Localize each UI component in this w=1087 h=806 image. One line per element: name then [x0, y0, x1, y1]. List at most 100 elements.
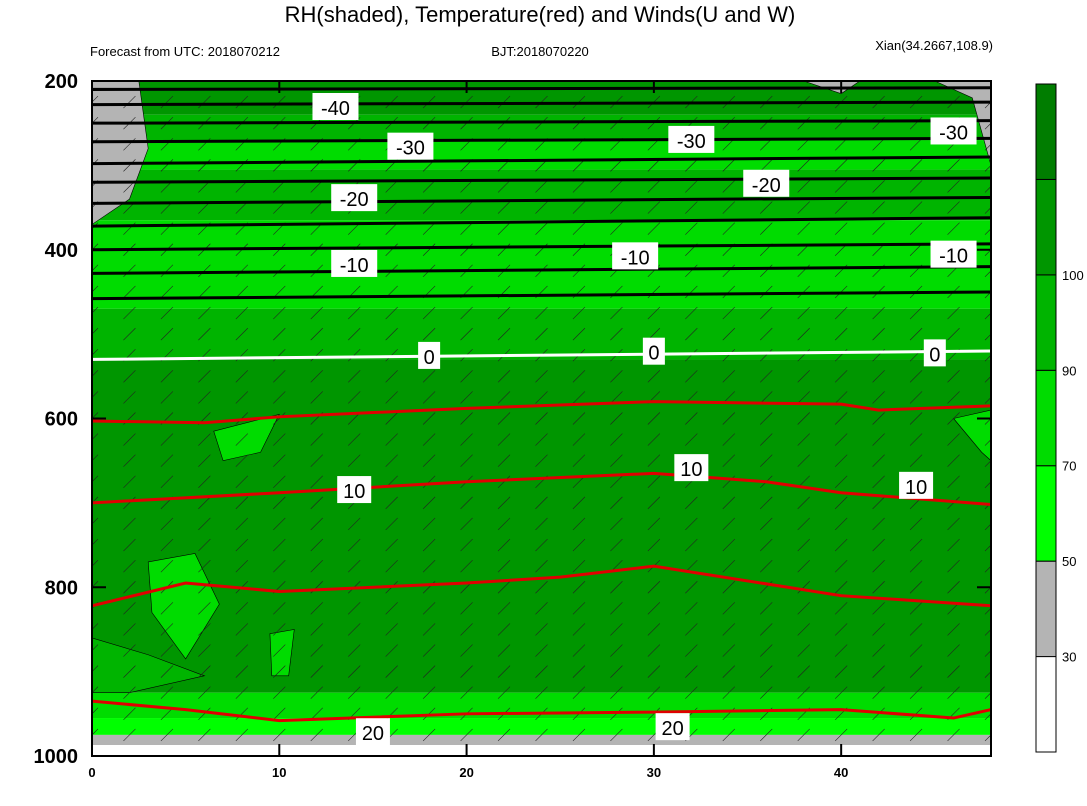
wind-barb [385, 391, 398, 404]
wind-barb [535, 391, 548, 404]
wind-barb [123, 559, 136, 573]
wind-barb [685, 623, 698, 636]
wind-barb [984, 396, 991, 404]
wind-barb [909, 517, 923, 531]
wind-barb [572, 538, 586, 552]
wind-barb [422, 95, 436, 109]
wind-barb [647, 623, 661, 636]
wind-barb [497, 602, 511, 615]
wind-barb [385, 180, 398, 193]
wind-barb [797, 728, 810, 742]
wind-barb [685, 433, 698, 446]
wind-barb [497, 180, 511, 193]
wind-barb [760, 454, 773, 467]
wind-barb [92, 243, 99, 251]
chart-title: RH(shaded), Temperature(red) and Winds(U… [285, 2, 796, 27]
wind-barb [422, 306, 436, 320]
wind-barb [834, 602, 848, 615]
wind-barb [647, 412, 661, 425]
wind-barb [984, 650, 991, 657]
temperature-contour [92, 119, 991, 125]
wind-barb [834, 517, 848, 531]
wind-barb [872, 496, 885, 510]
wind-barb [909, 180, 923, 193]
wind-barb [610, 306, 623, 320]
wind-barb [984, 312, 991, 320]
wind-barb [497, 391, 511, 404]
wind-barb [797, 327, 810, 341]
wind-barb [984, 565, 991, 573]
wind-barb [273, 306, 286, 320]
rh-band [92, 114, 991, 141]
wind-barb [722, 581, 736, 594]
wind-barb [198, 707, 211, 721]
wind-barb [123, 475, 136, 488]
wind-barb [647, 370, 661, 383]
wind-barb [834, 327, 848, 341]
wind-barb [722, 728, 736, 742]
wind-barb [123, 327, 136, 341]
contour-label: 20 [362, 723, 384, 745]
wind-barb [92, 95, 99, 103]
wind-barb [909, 623, 923, 636]
wind-barb [909, 306, 923, 320]
wind-barb [797, 159, 810, 172]
wind-barb [572, 412, 586, 425]
wind-barb [273, 454, 286, 467]
wind-barb [123, 602, 136, 615]
wind-barb [198, 517, 211, 531]
wind-barb [422, 538, 436, 552]
wind-barb [422, 517, 436, 531]
wind-barb [273, 412, 286, 425]
wind-barb [535, 665, 548, 678]
wind-barb [310, 644, 323, 657]
temperature-contour [92, 216, 991, 228]
contour-label: -10 [939, 246, 968, 268]
wind-barb [92, 644, 99, 651]
wind-barb [797, 538, 810, 552]
wind-barb [760, 433, 773, 446]
contour-label-box [655, 713, 690, 741]
wind-barb [610, 180, 623, 193]
wind-barb [347, 623, 361, 636]
wind-barb [273, 95, 286, 109]
y-tick-label: 400 [45, 240, 78, 262]
wind-barb [872, 581, 885, 594]
colorbar-swatch [1035, 369, 1057, 467]
wind-barb [535, 623, 548, 636]
wind-barb [160, 602, 174, 615]
wind-barb [797, 559, 810, 573]
colorbar-label: 90 [1062, 363, 1076, 378]
wind-barb [610, 475, 623, 488]
wind-barb [797, 306, 810, 320]
wind-barb [123, 285, 136, 299]
wind-barb [198, 285, 211, 299]
wind-barb [610, 327, 623, 341]
wind-barb [647, 180, 661, 193]
wind-barb [310, 665, 323, 678]
wind-barb [92, 264, 99, 272]
wind-barb [984, 439, 991, 446]
wind-barb [347, 454, 361, 467]
wind-barb [160, 454, 174, 467]
wind-barb [347, 433, 361, 446]
wind-barb [722, 433, 736, 446]
temperature-contour [92, 471, 991, 507]
wind-barb [460, 665, 473, 678]
wind-barb [722, 538, 736, 552]
wind-barb [497, 728, 511, 742]
wind-barb [160, 264, 174, 278]
wind-barb [834, 222, 848, 235]
wind-barb [760, 496, 773, 510]
wind-barb [198, 454, 211, 467]
wind-barb [834, 159, 848, 172]
wind-barb [872, 454, 885, 467]
wind-barb [909, 581, 923, 594]
wind-barb [797, 623, 810, 636]
wind-barb [535, 686, 548, 699]
wind-barb [310, 496, 323, 510]
wind-barb [722, 180, 736, 193]
wind-barb [647, 644, 661, 657]
wind-barb [422, 665, 436, 678]
colorbar-label: 70 [1062, 459, 1076, 474]
